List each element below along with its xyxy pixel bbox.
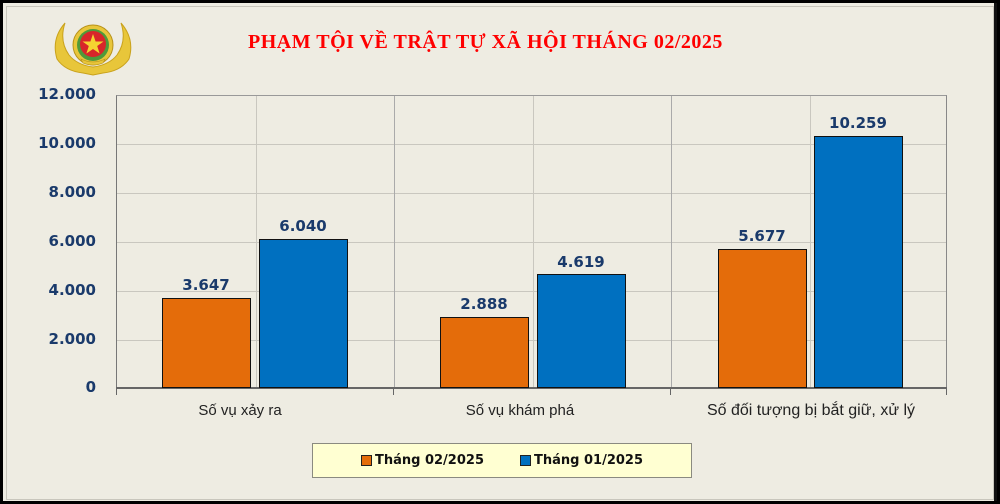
- category-label: Số đối tượng bị bắt giữ, xử lý: [706, 402, 916, 419]
- category-divider: [394, 96, 395, 388]
- bar-so-vu-kham-pha-thang-02: [440, 317, 529, 388]
- y-tick-label: 4.000: [48, 281, 96, 299]
- category-divider: [671, 96, 672, 388]
- bar-so-vu-xay-ra-thang-01: [259, 239, 348, 388]
- gridline: [117, 291, 946, 292]
- data-label: 2.888: [460, 295, 508, 313]
- y-tick-label: 2.000: [48, 330, 96, 348]
- data-label: 5.677: [738, 227, 786, 245]
- data-label: 10.259: [829, 114, 887, 132]
- y-tick-label: 8.000: [48, 183, 96, 201]
- chart-title: PHẠM TỘI VỀ TRẬT TỰ XÃ HỘI THÁNG 02/2025: [248, 31, 723, 53]
- category-label: Số vụ khám phá: [465, 402, 575, 419]
- x-axis: [116, 387, 947, 389]
- gridline: [117, 242, 946, 243]
- gridline: [117, 340, 946, 341]
- x-tick: [946, 389, 947, 395]
- orange-swatch-icon: [360, 455, 372, 466]
- gridline: [117, 144, 946, 145]
- gridline: [810, 96, 811, 388]
- gridline: [256, 96, 257, 388]
- x-tick: [670, 389, 671, 395]
- gridline: [533, 96, 534, 388]
- y-tick-label: 12.000: [38, 85, 96, 103]
- category-label: Số vụ xảy ra: [198, 402, 282, 419]
- legend-item-thang-02: Tháng 02/2025: [360, 453, 484, 468]
- x-tick: [116, 389, 117, 395]
- x-tick: [393, 389, 394, 395]
- blue-swatch-icon: [520, 455, 531, 466]
- bar-so-vu-xay-ra-thang-02: [162, 298, 251, 388]
- police-emblem-icon: [54, 22, 132, 76]
- legend-item-thang-01: Tháng 01/2025: [520, 453, 643, 468]
- y-tick-label: 6.000: [48, 232, 96, 250]
- legend-label: Tháng 02/2025: [374, 453, 484, 468]
- plot-area: [116, 95, 947, 388]
- data-label: 3.647: [182, 276, 230, 294]
- legend-label: Tháng 01/2025: [534, 453, 644, 468]
- chart-border: [6, 6, 994, 500]
- bar-so-doi-tuong-thang-02: [718, 249, 807, 388]
- y-tick-label: 10.000: [38, 134, 96, 152]
- data-label: 4.619: [557, 253, 605, 271]
- gridline: [117, 193, 946, 194]
- bar-so-vu-kham-pha-thang-01: [537, 274, 626, 388]
- legend: Tháng 02/2025 Tháng 01/2025: [312, 443, 692, 478]
- y-tick-label: 0: [85, 378, 96, 396]
- bar-so-doi-tuong-thang-01: [814, 136, 903, 388]
- data-label: 6.040: [279, 217, 327, 235]
